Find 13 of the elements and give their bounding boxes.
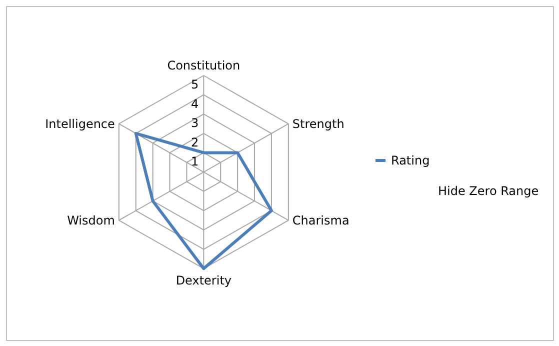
spoke-label: Strength — [292, 116, 344, 131]
spoke-label: Intelligence — [45, 116, 115, 131]
spoke-label: Constitution — [167, 58, 240, 73]
y-tick-label: 5 — [191, 78, 199, 92]
y-tick-label: 3 — [191, 116, 199, 130]
y-tick-label: 4 — [191, 96, 199, 111]
spoke-label: Wisdom — [67, 213, 115, 228]
spoke-label: Charisma — [292, 213, 350, 228]
text: Hide Zero Range — [438, 184, 539, 198]
y-tick-label: 1 — [191, 154, 199, 169]
spoke-label: Dexterity — [176, 274, 232, 288]
legend-label: Rating — [391, 154, 430, 168]
y-tick-label: 2 — [191, 135, 199, 150]
